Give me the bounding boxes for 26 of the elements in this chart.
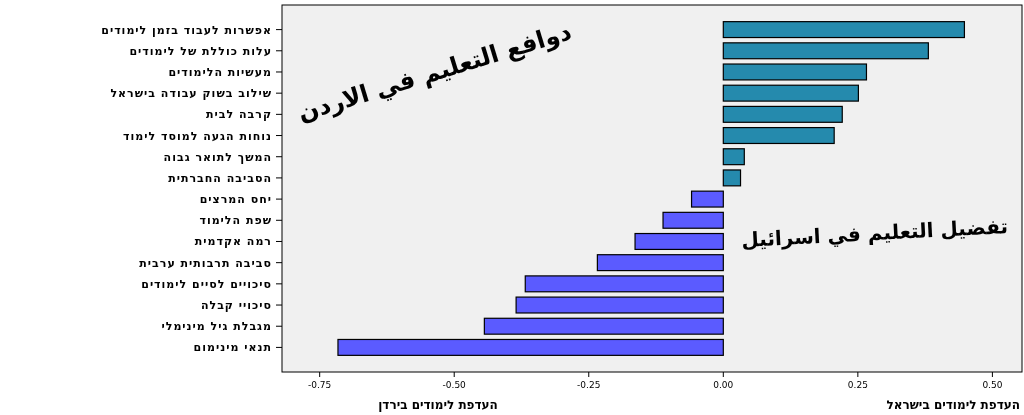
x-tick-label: -0.25	[577, 380, 601, 390]
x-tick-label: 0.25	[847, 380, 868, 390]
y-tick-label: המשך לתואר גבוה	[163, 150, 272, 164]
y-tick-label: שילוב בשוק עבודה בישראל	[110, 87, 272, 101]
annotation: تفضيل التعليم في اسرائيل	[740, 214, 1009, 253]
y-tick-label: יחס המרצים	[199, 193, 272, 207]
y-tick-label: קרבה לבית	[206, 108, 272, 122]
x-tick-label: 0.50	[982, 380, 1003, 390]
y-tick-label: שפת הלימוד	[199, 214, 272, 228]
y-tick-label: אפשרות לעבוד בזמן לימודים	[101, 23, 272, 37]
y-tick-label: רמה אקדמית	[194, 235, 272, 249]
y-tick-label: מעשיות הלימודים	[168, 65, 272, 79]
y-tick-label: סיכויים לסיים לימודים	[141, 277, 272, 291]
y-tick-label: תנאי מינימום	[193, 341, 272, 355]
y-tick-label: הסביבה החברתית	[168, 171, 272, 185]
y-tick-label: סיכויי קבלה	[200, 299, 272, 313]
y-tick-label: מגבלת גיל מינימלי	[161, 320, 272, 334]
y-tick-label: סביבה תרבותית ערבית	[139, 256, 272, 270]
x-tick-label: -0.75	[308, 380, 332, 390]
x-tick-label: -0.50	[442, 380, 467, 390]
text: העדפת לימודים בירדן	[378, 398, 498, 412]
x-tick-label: 0.00	[713, 380, 734, 390]
y-tick-label: עלות כוללת של לימודים	[129, 44, 272, 58]
annotation: دوافع التعليم في الاردن	[294, 17, 575, 128]
y-tick-label: נוחות הגעה למוסד לימוד	[123, 129, 272, 143]
text: העדפת לימודים בישראל	[886, 398, 1020, 412]
